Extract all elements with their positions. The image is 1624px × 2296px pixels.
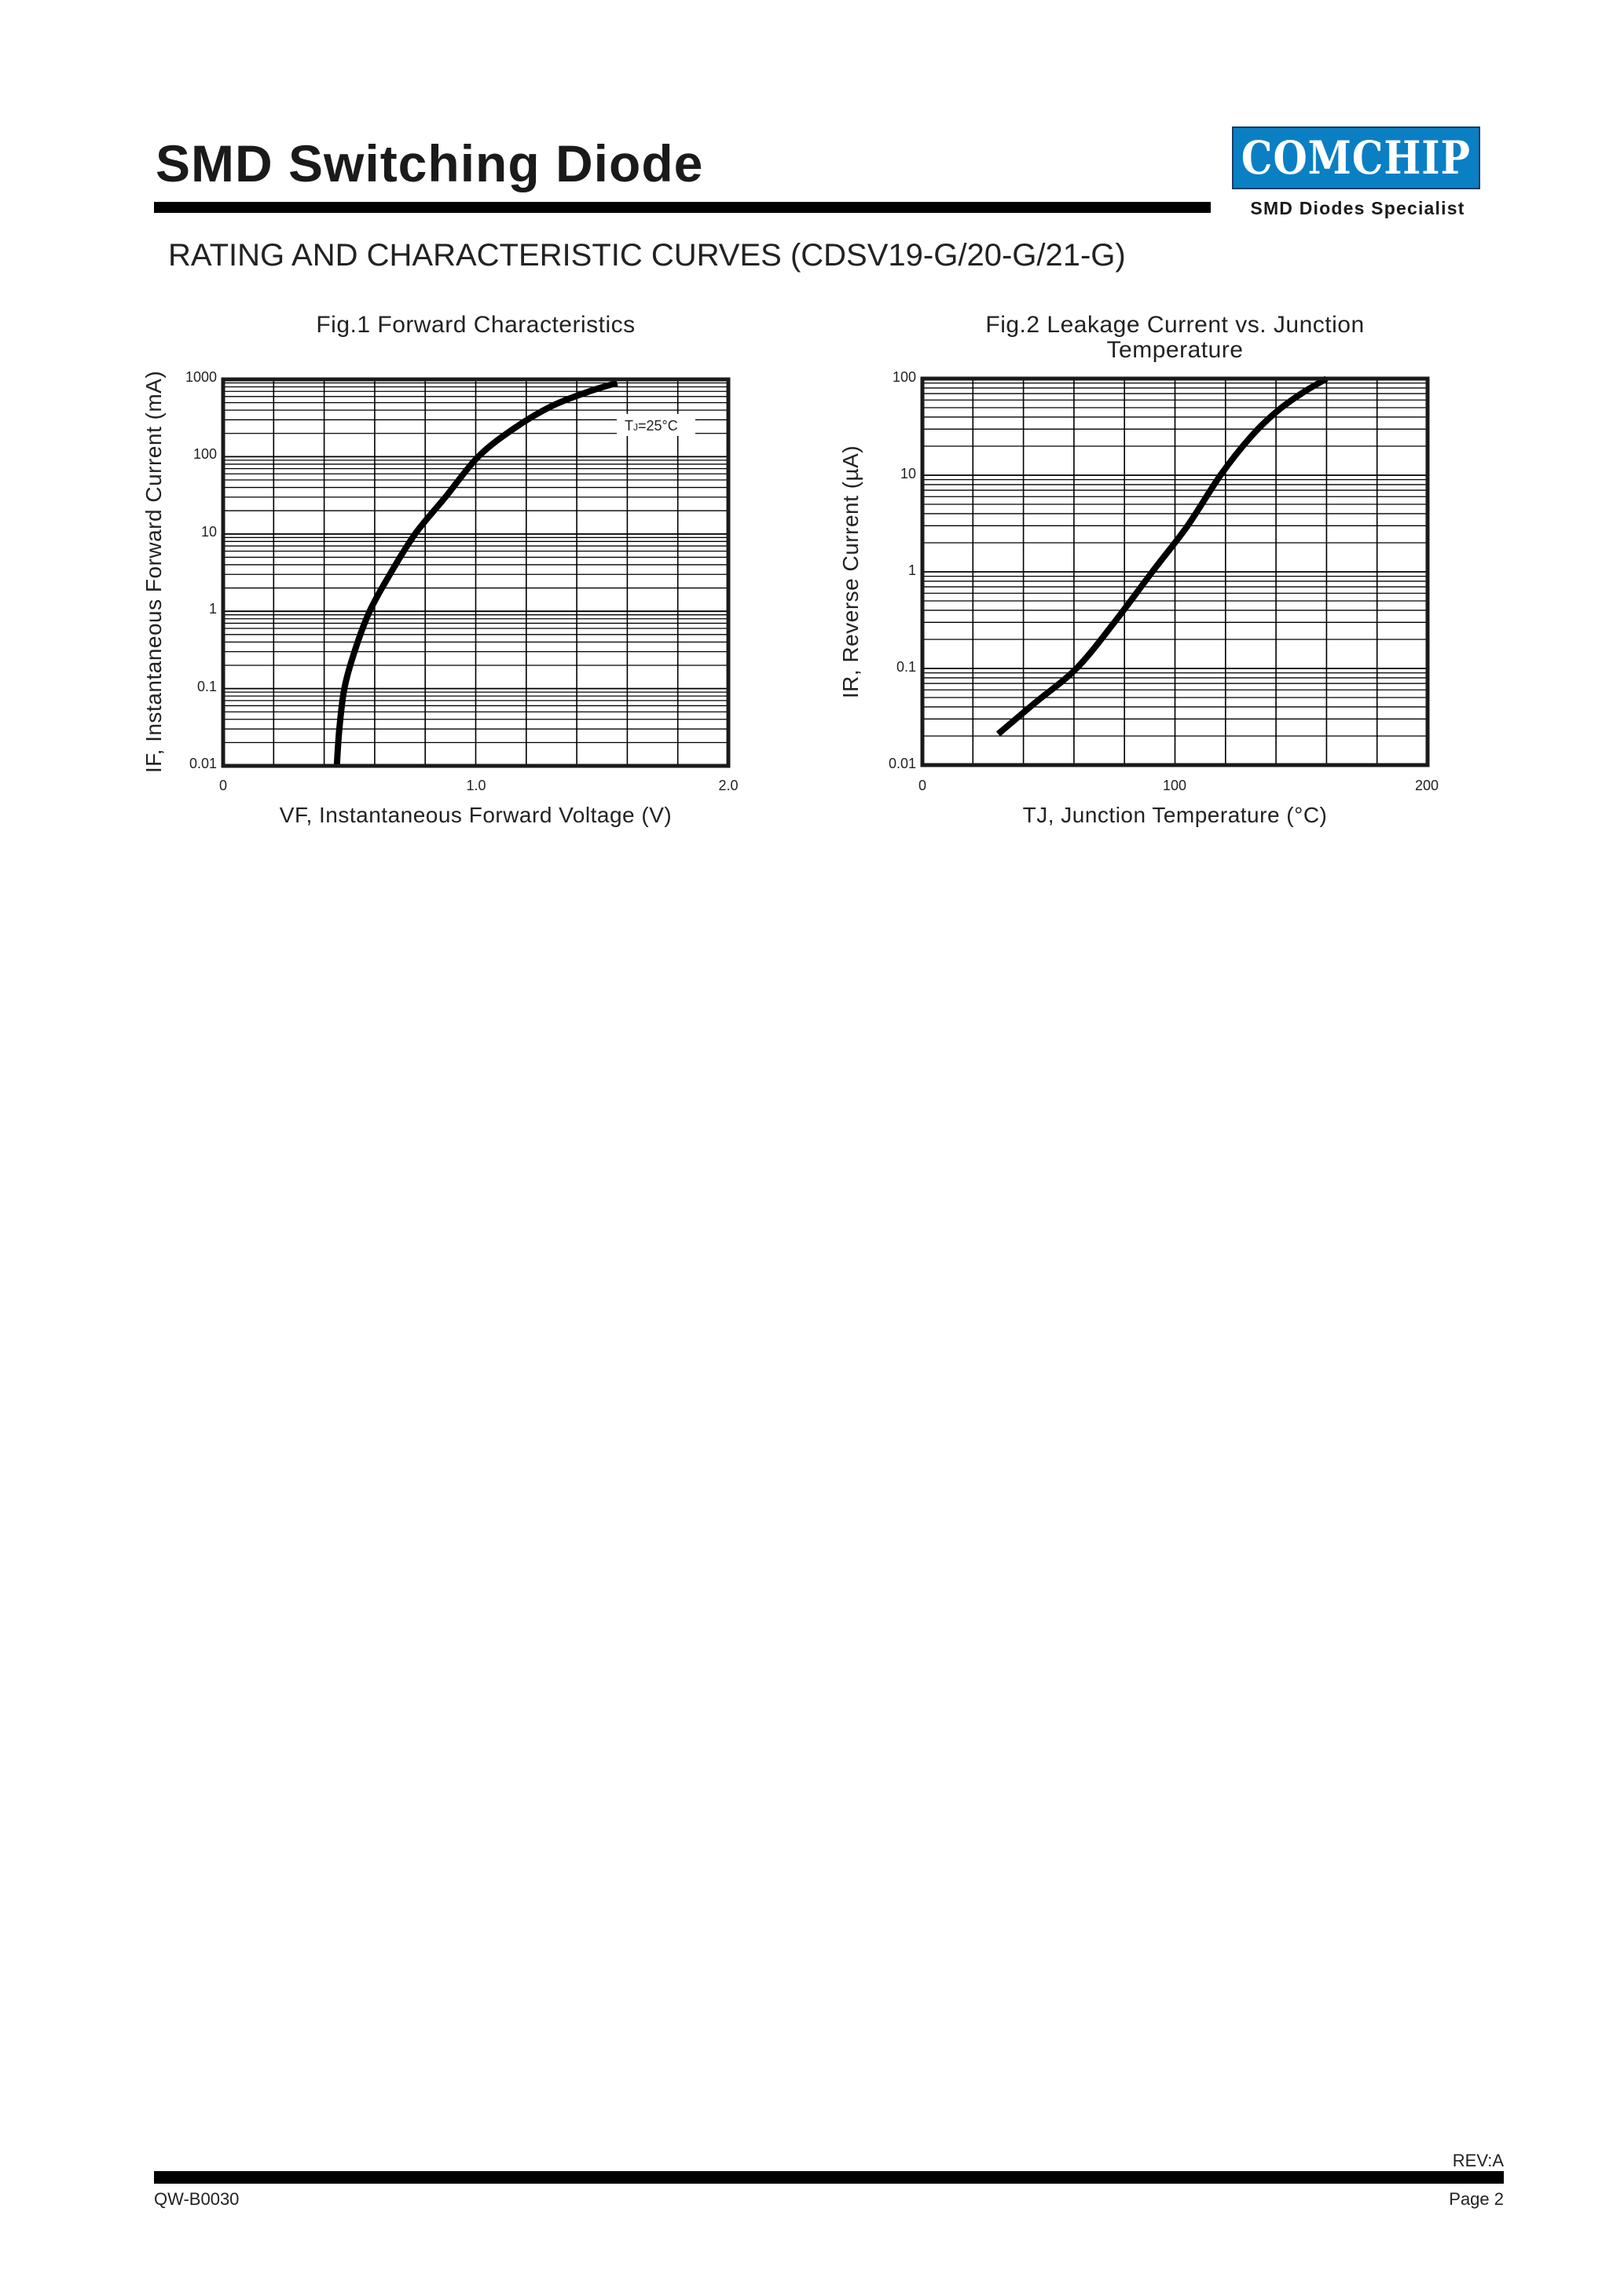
fig1-ytick: 0.01: [189, 756, 217, 771]
fig1-ytick: 1000: [185, 369, 217, 385]
fig2-plot: [920, 376, 1430, 767]
fig2-y-axis-label-text: IR, Reverse Current (µA): [838, 445, 863, 699]
revision-label: REV:A: [1452, 2151, 1504, 2170]
fig2-title: Fig.2 Leakage Current vs. Junction Tempe…: [922, 312, 1428, 364]
logo-tagline: SMD Diodes Specialist: [1250, 198, 1465, 218]
fig1-xtick: 2.0: [718, 778, 739, 793]
fig1-plot: TJ=25°C: [221, 377, 731, 768]
fig1-ytick: 0.1: [196, 679, 217, 694]
fig1-x-axis-label: VF, Instantaneous Forward Voltage (V): [279, 803, 673, 827]
fig2-ytick: 100: [892, 369, 916, 385]
fig1-annotation: TJ=25°C: [625, 418, 678, 434]
page-number: Page 2: [1449, 2189, 1504, 2209]
fig2-title-line2: Temperature: [1106, 337, 1244, 363]
logo-text: COMCHIP: [1241, 131, 1472, 185]
footer-rule: [154, 2171, 1504, 2184]
fig2-ytick: 1: [907, 562, 916, 578]
fig2-xtick: 200: [1414, 778, 1439, 793]
fig2-xtick: 100: [1162, 778, 1187, 793]
document-title: SMD Switching Diode: [156, 134, 704, 192]
fig2-ytick: 0.01: [888, 756, 916, 771]
fig2-y-axis-label: IR, Reverse Current (µA): [838, 445, 863, 698]
fig2-log-gridlines: [922, 382, 1428, 737]
section-title: RATING AND CHARACTERISTIC CURVES (CDSV19…: [168, 238, 1126, 273]
fig2-ytick: 0.1: [896, 659, 916, 675]
fig1-gridlines: [273, 379, 679, 766]
fig1-xtick: 0: [218, 778, 227, 793]
document-number: QW-B0030: [154, 2189, 240, 2209]
fig1-y-axis-label: IF, Instantaneous Forward Current (mA): [141, 371, 167, 773]
fig2-curve: [995, 376, 1329, 737]
fig1-ytick: 1: [208, 601, 217, 617]
fig2-title-line1: Fig.2 Leakage Current vs. Junction: [985, 312, 1365, 338]
fig1-xtick: 1.0: [466, 778, 486, 793]
fig2-x-axis-label: TJ, Junction Temperature (°C): [1022, 803, 1328, 827]
fig1-ytick: 100: [192, 446, 217, 462]
fig1-curve: [333, 379, 618, 767]
fig2-ytick: 10: [900, 466, 916, 482]
header-rule: [154, 202, 1211, 213]
fig1-ytick: 10: [200, 524, 217, 540]
fig1-y-axis-label-text: IF, Instantaneous Forward Current (mA): [141, 370, 166, 774]
fig2-xtick: 0: [918, 778, 926, 793]
comchip-logo: COMCHIP: [1232, 126, 1480, 189]
fig2-frame: [920, 376, 1430, 767]
fig1-title: Fig.1 Forward Characteristics: [316, 312, 636, 338]
fig1-frame: [221, 377, 731, 768]
fig1-annotation-bg: [617, 414, 695, 436]
